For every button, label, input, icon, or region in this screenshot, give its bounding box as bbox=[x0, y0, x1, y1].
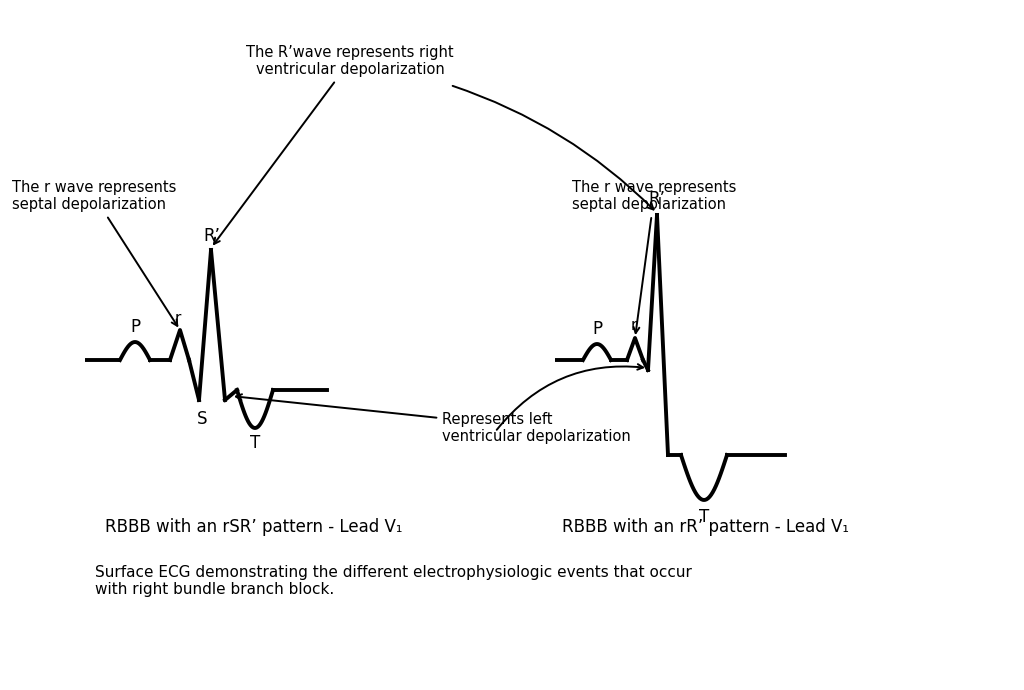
Text: RBBB with an rSR’ pattern - Lead V₁: RBBB with an rSR’ pattern - Lead V₁ bbox=[105, 518, 402, 536]
Text: P: P bbox=[592, 320, 602, 338]
Text: Surface ECG demonstrating the different electrophysiologic events that occur
wit: Surface ECG demonstrating the different … bbox=[95, 565, 692, 598]
Text: The r wave represents
septal depolarization: The r wave represents septal depolarizat… bbox=[12, 180, 177, 326]
Text: Represents left
ventricular depolarization: Represents left ventricular depolarizati… bbox=[236, 394, 631, 444]
Text: R’: R’ bbox=[648, 190, 666, 208]
Text: The r wave represents
septal depolarization: The r wave represents septal depolarizat… bbox=[572, 180, 736, 333]
Text: P: P bbox=[130, 318, 140, 336]
Text: T: T bbox=[698, 508, 710, 526]
Text: r: r bbox=[631, 318, 637, 333]
Text: The R’wave represents right
ventricular depolarization: The R’wave represents right ventricular … bbox=[214, 45, 454, 244]
Text: r: r bbox=[175, 311, 181, 326]
Text: R’: R’ bbox=[204, 227, 220, 245]
Text: RBBB with an rR’ pattern - Lead V₁: RBBB with an rR’ pattern - Lead V₁ bbox=[562, 518, 849, 536]
Text: S: S bbox=[197, 410, 208, 428]
Text: T: T bbox=[250, 434, 260, 452]
